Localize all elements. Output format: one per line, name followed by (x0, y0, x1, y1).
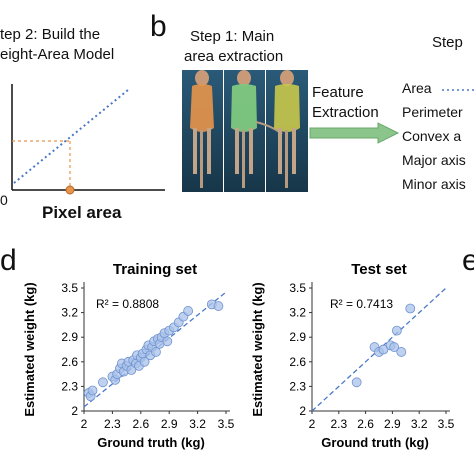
training-ylabel: Estimated weight (kg) (22, 282, 37, 416)
photo-1-animal (190, 70, 214, 188)
training-point-25 (151, 347, 161, 357)
panel-a-origin: 0 (0, 192, 8, 208)
panel-b-arrow-line2: Extraction (312, 104, 379, 121)
test-ytick-label: 2 (299, 404, 306, 418)
test-ytick-label: 3.5 (289, 281, 306, 295)
training-point-19 (139, 356, 150, 367)
feature-area: Area (402, 80, 432, 96)
test-r2-annotation: R² = 0.7413 (330, 297, 393, 311)
feature-major-axis: Major axis (402, 152, 466, 168)
test-title: Test set (351, 261, 407, 278)
training-title: Training set (113, 261, 197, 278)
test-xtick-label: 2.6 (357, 417, 374, 431)
panel-b-photo-strip (182, 70, 308, 192)
test-xtick-label: 3.2 (411, 417, 428, 431)
feature-minor-axis: Minor axis (402, 176, 466, 192)
test-ytick-label: 3.2 (289, 306, 306, 320)
panel-b-step1-line1: Step 1: Main (190, 28, 275, 45)
training-point-12 (126, 365, 137, 375)
training-xtick-label: 3.2 (189, 417, 206, 431)
test-point-5 (389, 342, 400, 352)
test-set-chart: Test set 2 2.3 2.6 2.9 3.2 3.5 2 2.3 2.6 2.9 3.2 3.5… (250, 261, 455, 450)
panel-b-letter: b (150, 10, 167, 43)
panel-a-title-line1: tep 2: Build the (0, 26, 101, 43)
test-xtick-label: 2.3 (330, 417, 347, 431)
training-xtick-label: 2.3 (104, 417, 121, 431)
training-set-chart: Training set 2 2.3 2.6 2.9 3.2 3.5 2 2.3 2.6 2.9 3.… (22, 261, 235, 450)
training-ytick-label: 2.3 (61, 379, 78, 393)
training-xtick-label: 3.5 (218, 417, 235, 431)
panel-e-letter: e (462, 244, 474, 277)
feature-convex: Convex a (402, 128, 462, 144)
training-point-37 (213, 301, 224, 311)
test-xtick-label: 2 (309, 417, 316, 431)
panel-a-model-chart (11, 84, 165, 195)
panel-a-pixel-marker (65, 185, 75, 195)
test-point-8 (405, 303, 416, 314)
training-point-30 (162, 336, 173, 347)
photo-3-animal (274, 70, 300, 188)
test-point-6 (391, 325, 402, 336)
training-ytick-label: 3.5 (61, 281, 78, 295)
feature-area-legend-line (442, 89, 474, 91)
test-ytick-label: 2.6 (289, 355, 306, 369)
training-ytick-label: 2 (71, 404, 78, 418)
training-ytick-label: 2.6 (61, 355, 78, 369)
panel-a-model-line (13, 89, 129, 184)
training-point-3 (98, 377, 108, 388)
training-point-2 (87, 385, 98, 396)
test-ytick-label: 2.9 (289, 330, 306, 344)
training-xlabel: Ground truth (kg) (97, 435, 205, 450)
test-xtick-label: 2.9 (384, 417, 401, 431)
test-xtick-label: 3.5 (438, 417, 455, 431)
training-ytick-label: 2.9 (61, 330, 78, 344)
training-ytick-label: 3.2 (61, 306, 78, 320)
panel-b-arrow-line1: Feature (312, 84, 364, 101)
panel-a-title-line2: eight-Area Model (0, 46, 115, 63)
test-ylabel: Estimated weight (kg) (250, 282, 265, 416)
photo-2-animal (231, 70, 283, 188)
test-ytick-label: 2.3 (289, 379, 306, 393)
panel-a-xlabel: Pixel area (42, 203, 122, 222)
test-point-0 (351, 377, 362, 388)
panel-b-step3-label: Step (432, 34, 463, 51)
test-xlabel: Ground truth (kg) (321, 435, 429, 450)
test-point-7 (396, 347, 407, 357)
panel-b-feature-arrow (309, 122, 400, 144)
training-xtick-label: 2.9 (161, 417, 178, 431)
training-point-35 (183, 306, 194, 316)
panel-d-letter: d (0, 244, 17, 277)
feature-perimeter: Perimeter (402, 104, 463, 120)
panel-b-step1-line2: area extraction (184, 48, 284, 65)
training-xtick-label: 2.6 (132, 417, 149, 431)
training-r2-annotation: R² = 0.8808 (96, 297, 159, 311)
training-xtick-label: 2 (81, 417, 88, 431)
